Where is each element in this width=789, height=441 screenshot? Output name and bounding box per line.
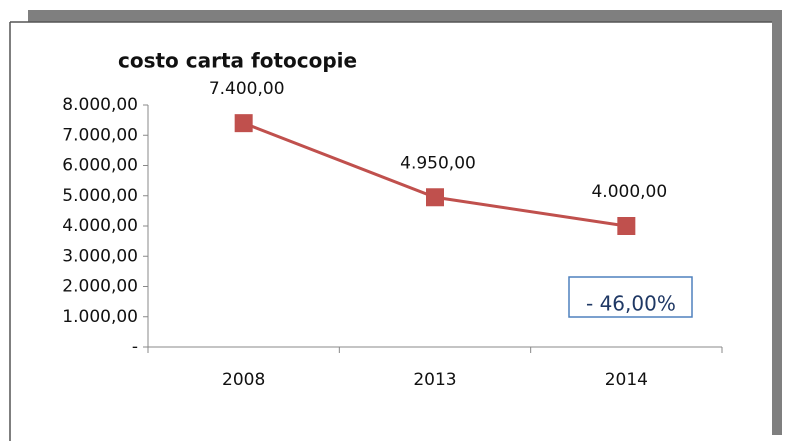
y-tick-label: - bbox=[132, 337, 138, 357]
marker bbox=[234, 114, 253, 133]
annotation: - 46,00% bbox=[586, 292, 676, 316]
y-tick-label: 5.000,00 bbox=[62, 186, 138, 206]
chart-title: costo carta fotocopie bbox=[118, 49, 357, 73]
frame-top bbox=[28, 10, 782, 22]
x-tick-label: 2014 bbox=[605, 370, 648, 390]
y-tick-label: 2.000,00 bbox=[62, 277, 138, 297]
x-tick-label: 2013 bbox=[413, 370, 456, 390]
data-label: 7.400,00 bbox=[209, 79, 285, 99]
marker bbox=[426, 188, 444, 207]
y-tick-label: 1.000,00 bbox=[62, 307, 138, 327]
y-tick-label: 3.000,00 bbox=[62, 246, 138, 266]
x-tick-label: 2008 bbox=[222, 370, 265, 390]
marker bbox=[617, 217, 636, 235]
data-label: 4.950,00 bbox=[400, 153, 476, 173]
frame-right bbox=[772, 10, 782, 435]
data-label: 4.000,00 bbox=[591, 182, 667, 202]
annotation-box bbox=[568, 276, 693, 318]
y-tick-label: 8.000,00 bbox=[62, 95, 138, 115]
y-tick-label: 6.000,00 bbox=[62, 156, 138, 176]
y-tick-label: 4.000,00 bbox=[62, 216, 138, 236]
y-tick-label: 7.000,00 bbox=[62, 125, 138, 145]
